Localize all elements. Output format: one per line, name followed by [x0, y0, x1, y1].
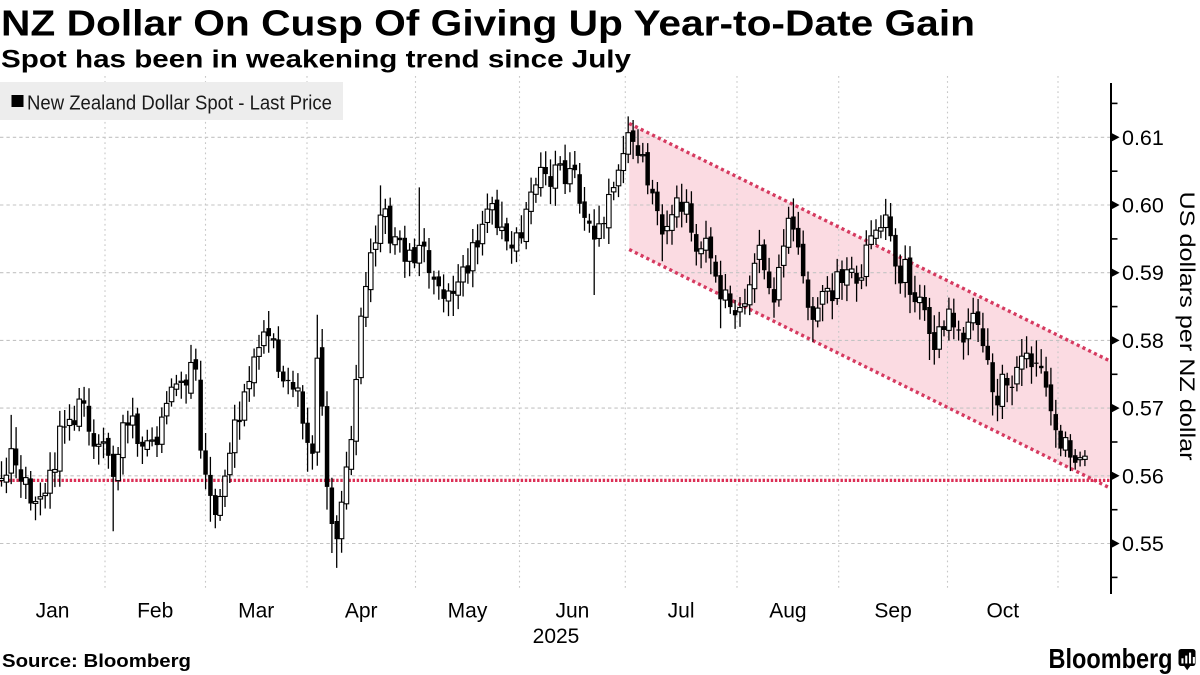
svg-text:Jul: Jul	[668, 600, 695, 623]
svg-text:Oct: Oct	[986, 600, 1019, 623]
svg-text:Jan: Jan	[36, 600, 70, 623]
svg-text:Sep: Sep	[874, 600, 911, 623]
svg-text:US dollars per NZ dollar: US dollars per NZ dollar	[1175, 192, 1198, 461]
svg-text:0.56: 0.56	[1122, 464, 1164, 488]
svg-text:Apr: Apr	[345, 600, 378, 623]
svg-text:New Zealand Dollar Spot - Last: New Zealand Dollar Spot - Last Price	[27, 92, 332, 115]
svg-text:Feb: Feb	[137, 600, 173, 623]
svg-text:Jun: Jun	[555, 600, 589, 623]
svg-text:Mar: Mar	[238, 600, 274, 623]
svg-text:0.57: 0.57	[1122, 397, 1164, 421]
svg-text:May: May	[448, 600, 488, 623]
svg-text:NZ Dollar On Cusp Of Giving Up: NZ Dollar On Cusp Of Giving Up Year-to-D…	[1, 3, 975, 44]
svg-text:0.61: 0.61	[1122, 126, 1164, 150]
svg-text:0.58: 0.58	[1122, 329, 1164, 353]
svg-text:Aug: Aug	[769, 600, 806, 623]
svg-text:0.59: 0.59	[1122, 261, 1164, 285]
svg-text:Bloomberg: Bloomberg	[1049, 643, 1173, 674]
svg-text:2025: 2025	[533, 625, 580, 648]
svg-text:Spot has been in weakening tre: Spot has been in weakening trend since J…	[1, 46, 631, 74]
svg-text:0.60: 0.60	[1122, 194, 1164, 218]
svg-text:Source: Bloomberg: Source: Bloomberg	[2, 650, 191, 671]
svg-text:0.55: 0.55	[1122, 532, 1164, 556]
